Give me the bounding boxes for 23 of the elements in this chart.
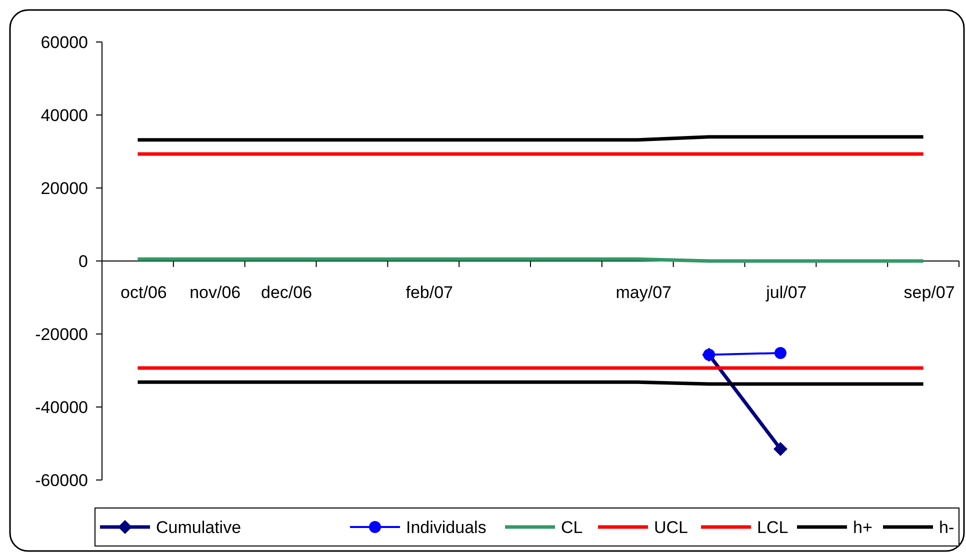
y-tick-label: -60000 [35, 471, 88, 490]
y-tick-label: 60000 [40, 33, 88, 52]
x-tick-label: sep/07 [904, 283, 955, 302]
legend-label: CL [561, 518, 583, 537]
legend-label: h- [939, 518, 954, 537]
x-tick-label: jul/07 [765, 283, 807, 302]
x-tick-label: oct/06 [120, 283, 167, 302]
y-tick-label: -20000 [35, 325, 88, 344]
legend-label: LCL [757, 518, 788, 537]
legend-label: Individuals [406, 518, 486, 537]
y-tick-label: 40000 [40, 106, 88, 125]
legend-label: Cumulative [156, 518, 242, 537]
point [774, 346, 786, 359]
x-tick-label: may/07 [616, 283, 672, 302]
x-tick-label: dec/06 [261, 283, 312, 302]
legend-label: UCL [654, 518, 688, 537]
y-tick-label: 0 [78, 252, 88, 271]
y-tick-label: 20000 [40, 179, 88, 198]
legend-label: h+ [853, 518, 872, 537]
x-tick-label: feb/07 [406, 283, 454, 302]
point [773, 442, 788, 456]
y-tick-label: -40000 [35, 398, 88, 417]
x-tick-label: nov/06 [190, 283, 241, 302]
